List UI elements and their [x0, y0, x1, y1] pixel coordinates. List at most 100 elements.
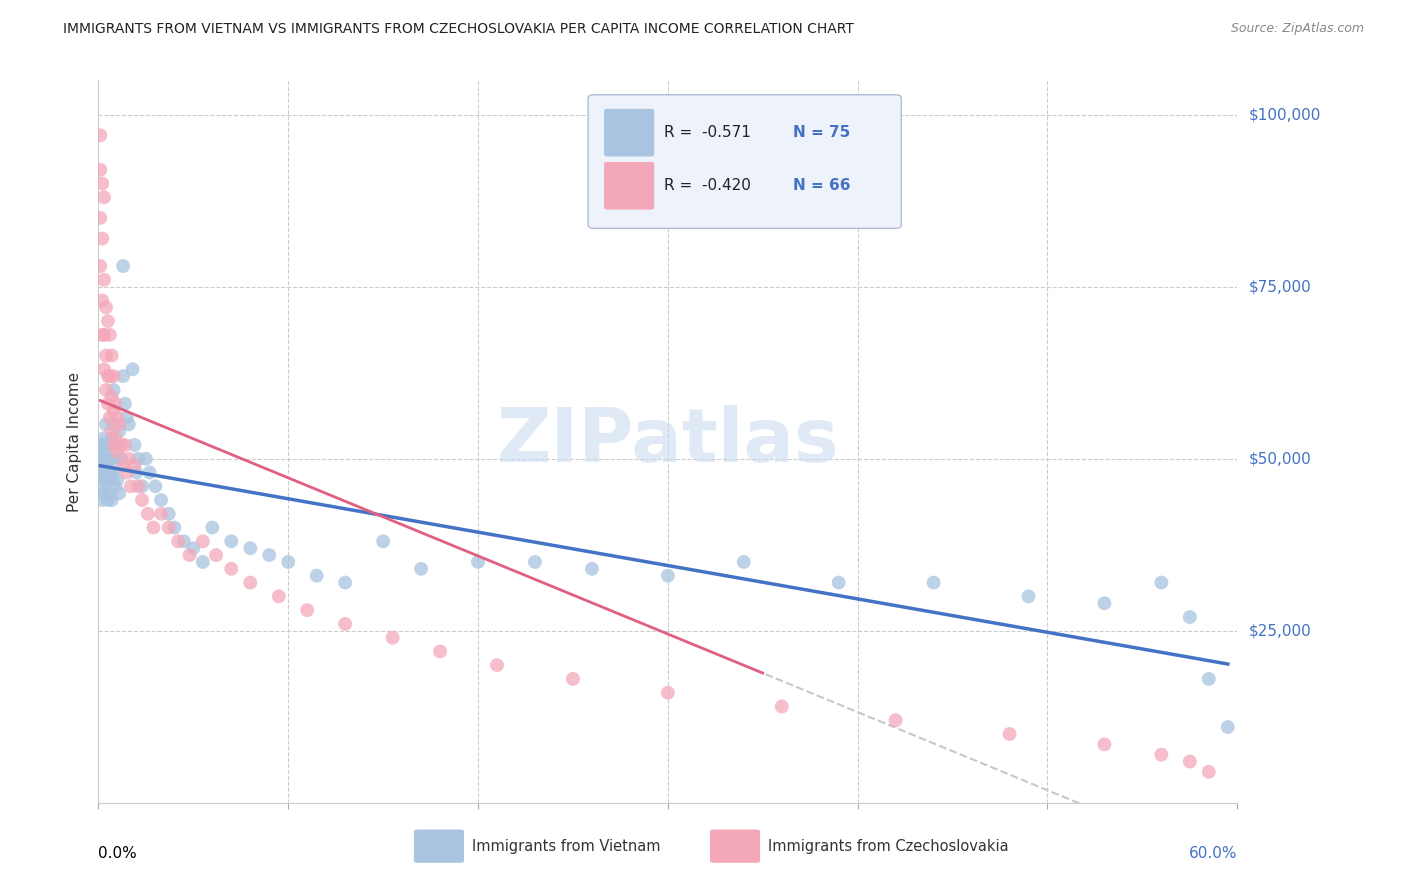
FancyBboxPatch shape	[710, 830, 761, 863]
Point	[562, 672, 585, 686]
Point	[97, 438, 120, 452]
Point	[89, 259, 111, 273]
Point	[100, 431, 122, 445]
Point	[1018, 590, 1040, 604]
Point	[335, 575, 357, 590]
Point	[89, 466, 111, 480]
Point	[191, 555, 214, 569]
Text: N = 66: N = 66	[793, 178, 851, 194]
Point	[371, 534, 394, 549]
Point	[120, 479, 142, 493]
Point	[239, 541, 262, 556]
Text: $50,000: $50,000	[1249, 451, 1312, 467]
Text: R =  -0.420: R = -0.420	[665, 178, 751, 194]
Text: R =  -0.571: R = -0.571	[665, 125, 751, 140]
Point	[93, 472, 115, 486]
Text: IMMIGRANTS FROM VIETNAM VS IMMIGRANTS FROM CZECHOSLOVAKIA PER CAPITA INCOME CORR: IMMIGRANTS FROM VIETNAM VS IMMIGRANTS FR…	[63, 22, 855, 37]
Point	[107, 445, 129, 459]
Text: ZIPatlas: ZIPatlas	[496, 405, 839, 478]
Point	[657, 686, 679, 700]
Point	[91, 479, 114, 493]
Point	[259, 548, 281, 562]
Point	[1198, 672, 1220, 686]
Point	[100, 349, 122, 363]
Point	[103, 369, 125, 384]
Point	[114, 397, 136, 411]
Point	[89, 162, 111, 177]
Point	[104, 431, 127, 445]
Point	[98, 451, 121, 466]
Point	[108, 417, 131, 432]
Point	[93, 431, 115, 445]
Point	[183, 541, 205, 556]
Point	[828, 575, 851, 590]
Point	[922, 575, 945, 590]
Point	[94, 349, 117, 363]
Point	[97, 493, 120, 508]
Point	[115, 466, 138, 480]
Point	[124, 458, 146, 473]
Point	[138, 466, 160, 480]
Point	[733, 555, 755, 569]
Point	[97, 397, 120, 411]
Point	[107, 451, 129, 466]
Point	[1178, 610, 1201, 624]
Point	[277, 555, 299, 569]
Text: 0.0%: 0.0%	[98, 847, 138, 861]
Text: $75,000: $75,000	[1249, 279, 1312, 294]
Point	[121, 362, 143, 376]
Point	[107, 410, 129, 425]
Point	[107, 472, 129, 486]
Point	[93, 327, 115, 342]
Point	[98, 466, 121, 480]
Point	[657, 568, 679, 582]
Point	[163, 520, 186, 534]
Point	[429, 644, 451, 658]
Point	[93, 273, 115, 287]
Point	[112, 369, 135, 384]
Point	[91, 293, 114, 308]
Text: $100,000: $100,000	[1249, 107, 1320, 122]
Point	[524, 555, 547, 569]
Point	[104, 479, 127, 493]
Point	[157, 507, 180, 521]
Point	[100, 493, 122, 508]
Point	[305, 568, 328, 582]
Point	[91, 438, 114, 452]
Point	[201, 520, 224, 534]
Point	[179, 548, 201, 562]
Point	[770, 699, 793, 714]
Y-axis label: Per Capita Income: Per Capita Income	[67, 371, 83, 512]
Point	[411, 562, 433, 576]
Point	[93, 445, 115, 459]
Point	[127, 479, 149, 493]
FancyBboxPatch shape	[413, 830, 464, 863]
FancyBboxPatch shape	[605, 109, 654, 156]
Point	[335, 616, 357, 631]
Point	[97, 369, 120, 384]
Text: Immigrants from Vietnam: Immigrants from Vietnam	[472, 838, 661, 854]
Text: Immigrants from Czechoslovakia: Immigrants from Czechoslovakia	[768, 838, 1008, 854]
Point	[100, 390, 122, 404]
Text: N = 75: N = 75	[793, 125, 851, 140]
Point	[118, 451, 141, 466]
Point	[100, 472, 122, 486]
Point	[1178, 755, 1201, 769]
Point	[91, 327, 114, 342]
Point	[1216, 720, 1239, 734]
Point	[91, 231, 114, 245]
Point	[157, 520, 180, 534]
FancyBboxPatch shape	[605, 162, 654, 210]
Point	[112, 458, 135, 473]
Point	[94, 383, 117, 397]
Point	[104, 397, 127, 411]
Point	[114, 438, 136, 452]
Point	[103, 403, 125, 417]
Point	[239, 575, 262, 590]
Point	[191, 534, 214, 549]
Point	[89, 451, 111, 466]
Point	[94, 301, 117, 315]
Point	[1198, 764, 1220, 779]
Point	[131, 479, 153, 493]
Point	[93, 362, 115, 376]
